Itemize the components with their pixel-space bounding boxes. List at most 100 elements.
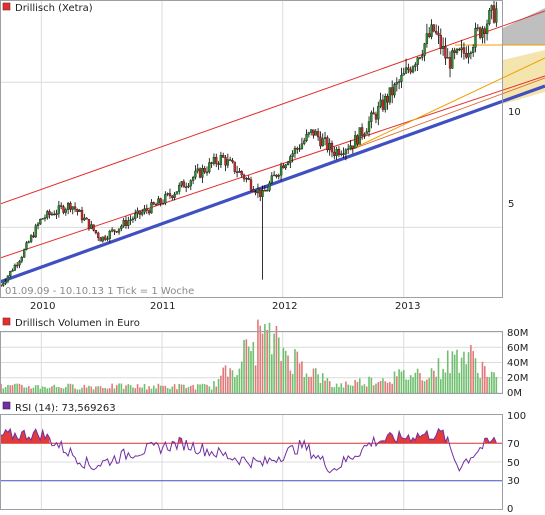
candle-body xyxy=(407,67,410,70)
volume-tick-0m: 0M xyxy=(507,388,522,399)
candle-body xyxy=(85,217,88,220)
candle-body xyxy=(73,206,77,210)
price-legend-marker xyxy=(2,2,11,11)
candle-body xyxy=(261,190,264,197)
volume-bar xyxy=(90,386,93,393)
candle-body xyxy=(279,165,283,176)
candle-body xyxy=(198,168,202,178)
candle-body xyxy=(356,135,359,145)
candle-body xyxy=(418,57,422,59)
candle-body xyxy=(161,202,165,205)
volume-bar xyxy=(134,388,137,393)
candle-body xyxy=(400,74,403,82)
price-candles xyxy=(0,0,498,287)
candle-body xyxy=(215,157,218,164)
volume-bar xyxy=(231,370,234,393)
candle-body xyxy=(451,50,454,69)
candle-body xyxy=(189,180,192,187)
candle-body xyxy=(414,64,417,67)
volume-bar xyxy=(245,339,248,393)
volume-bar xyxy=(210,389,213,393)
volume-bar xyxy=(451,351,454,393)
candle-body xyxy=(478,27,482,38)
candle-body xyxy=(159,198,162,204)
volume-bar xyxy=(261,333,264,393)
candle-body xyxy=(13,264,17,271)
candle-body xyxy=(124,220,128,226)
candle-body xyxy=(421,55,424,58)
volume-bar xyxy=(414,372,417,393)
candle-body xyxy=(277,175,280,177)
candle-body xyxy=(467,53,470,58)
candle-body xyxy=(22,249,26,258)
volume-bar xyxy=(187,386,190,393)
volume-bar xyxy=(296,351,299,393)
volume-bar xyxy=(78,389,81,393)
volume-bar xyxy=(7,384,9,393)
volume-bar xyxy=(222,367,225,393)
volume-bar xyxy=(467,352,470,393)
volume-bar xyxy=(294,349,296,393)
candle-body xyxy=(229,159,232,161)
candle-body xyxy=(437,32,440,36)
candle-body xyxy=(80,210,84,221)
volume-bar xyxy=(266,329,268,393)
candle-body xyxy=(6,275,10,282)
candle-body xyxy=(87,218,91,229)
candle-body xyxy=(472,47,475,53)
candle-body xyxy=(180,181,183,186)
rsi-tick-0: 0 xyxy=(507,504,513,515)
candle-body xyxy=(307,132,311,135)
rsi-legend-marker xyxy=(2,401,11,410)
volume-bar xyxy=(16,383,19,393)
volume-bar xyxy=(178,383,181,393)
volume-bar xyxy=(127,384,130,393)
candle-body xyxy=(145,208,148,211)
support-trendline xyxy=(0,84,545,284)
candle-body xyxy=(203,168,206,173)
volume-bar xyxy=(51,386,53,393)
candle-body xyxy=(219,155,223,165)
volume-bar xyxy=(99,386,102,393)
x-label-2012: 2012 xyxy=(272,301,297,312)
candle-body xyxy=(245,178,248,180)
price-grid xyxy=(1,1,502,297)
volume-bar xyxy=(398,369,400,393)
candle-body xyxy=(423,43,426,56)
volume-bar xyxy=(203,384,206,393)
x-label-2011: 2011 xyxy=(150,301,175,312)
candle-body xyxy=(60,205,63,207)
rsi-panel-title: RSI (14): 73,569263 xyxy=(15,403,116,414)
volume-bar xyxy=(402,370,405,393)
candle-body xyxy=(282,165,285,169)
rsi-grid xyxy=(1,415,502,509)
candle-body xyxy=(25,242,28,250)
volume-bar xyxy=(284,350,287,393)
volume-bar xyxy=(356,381,359,393)
volume-bar xyxy=(321,373,324,393)
candle-body xyxy=(196,168,199,172)
candle-body xyxy=(113,229,116,232)
candle-body xyxy=(485,23,489,35)
candle-body xyxy=(76,209,79,212)
volume-bar xyxy=(342,387,345,393)
candle-body xyxy=(231,160,234,163)
candle-body xyxy=(266,190,269,192)
volume-bar xyxy=(146,389,148,393)
volume-bar xyxy=(111,383,113,393)
volume-bar xyxy=(53,384,56,393)
candle-body xyxy=(335,148,338,156)
volume-bar xyxy=(192,384,194,393)
candle-body xyxy=(481,28,484,38)
volume-bar xyxy=(238,368,241,393)
volume-bar xyxy=(71,384,74,393)
volume-bar xyxy=(423,381,426,393)
candle-body xyxy=(495,8,498,23)
volume-bar xyxy=(220,375,222,393)
candle-body xyxy=(205,171,209,174)
price-info-text: 01.09.09 - 10.10.13 1 Tick = 1 Woche xyxy=(5,286,194,297)
volume-tick-40m: 40M xyxy=(507,358,528,369)
volume-bar xyxy=(386,382,389,393)
volume-bar xyxy=(32,387,35,393)
volume-bar xyxy=(183,384,185,393)
